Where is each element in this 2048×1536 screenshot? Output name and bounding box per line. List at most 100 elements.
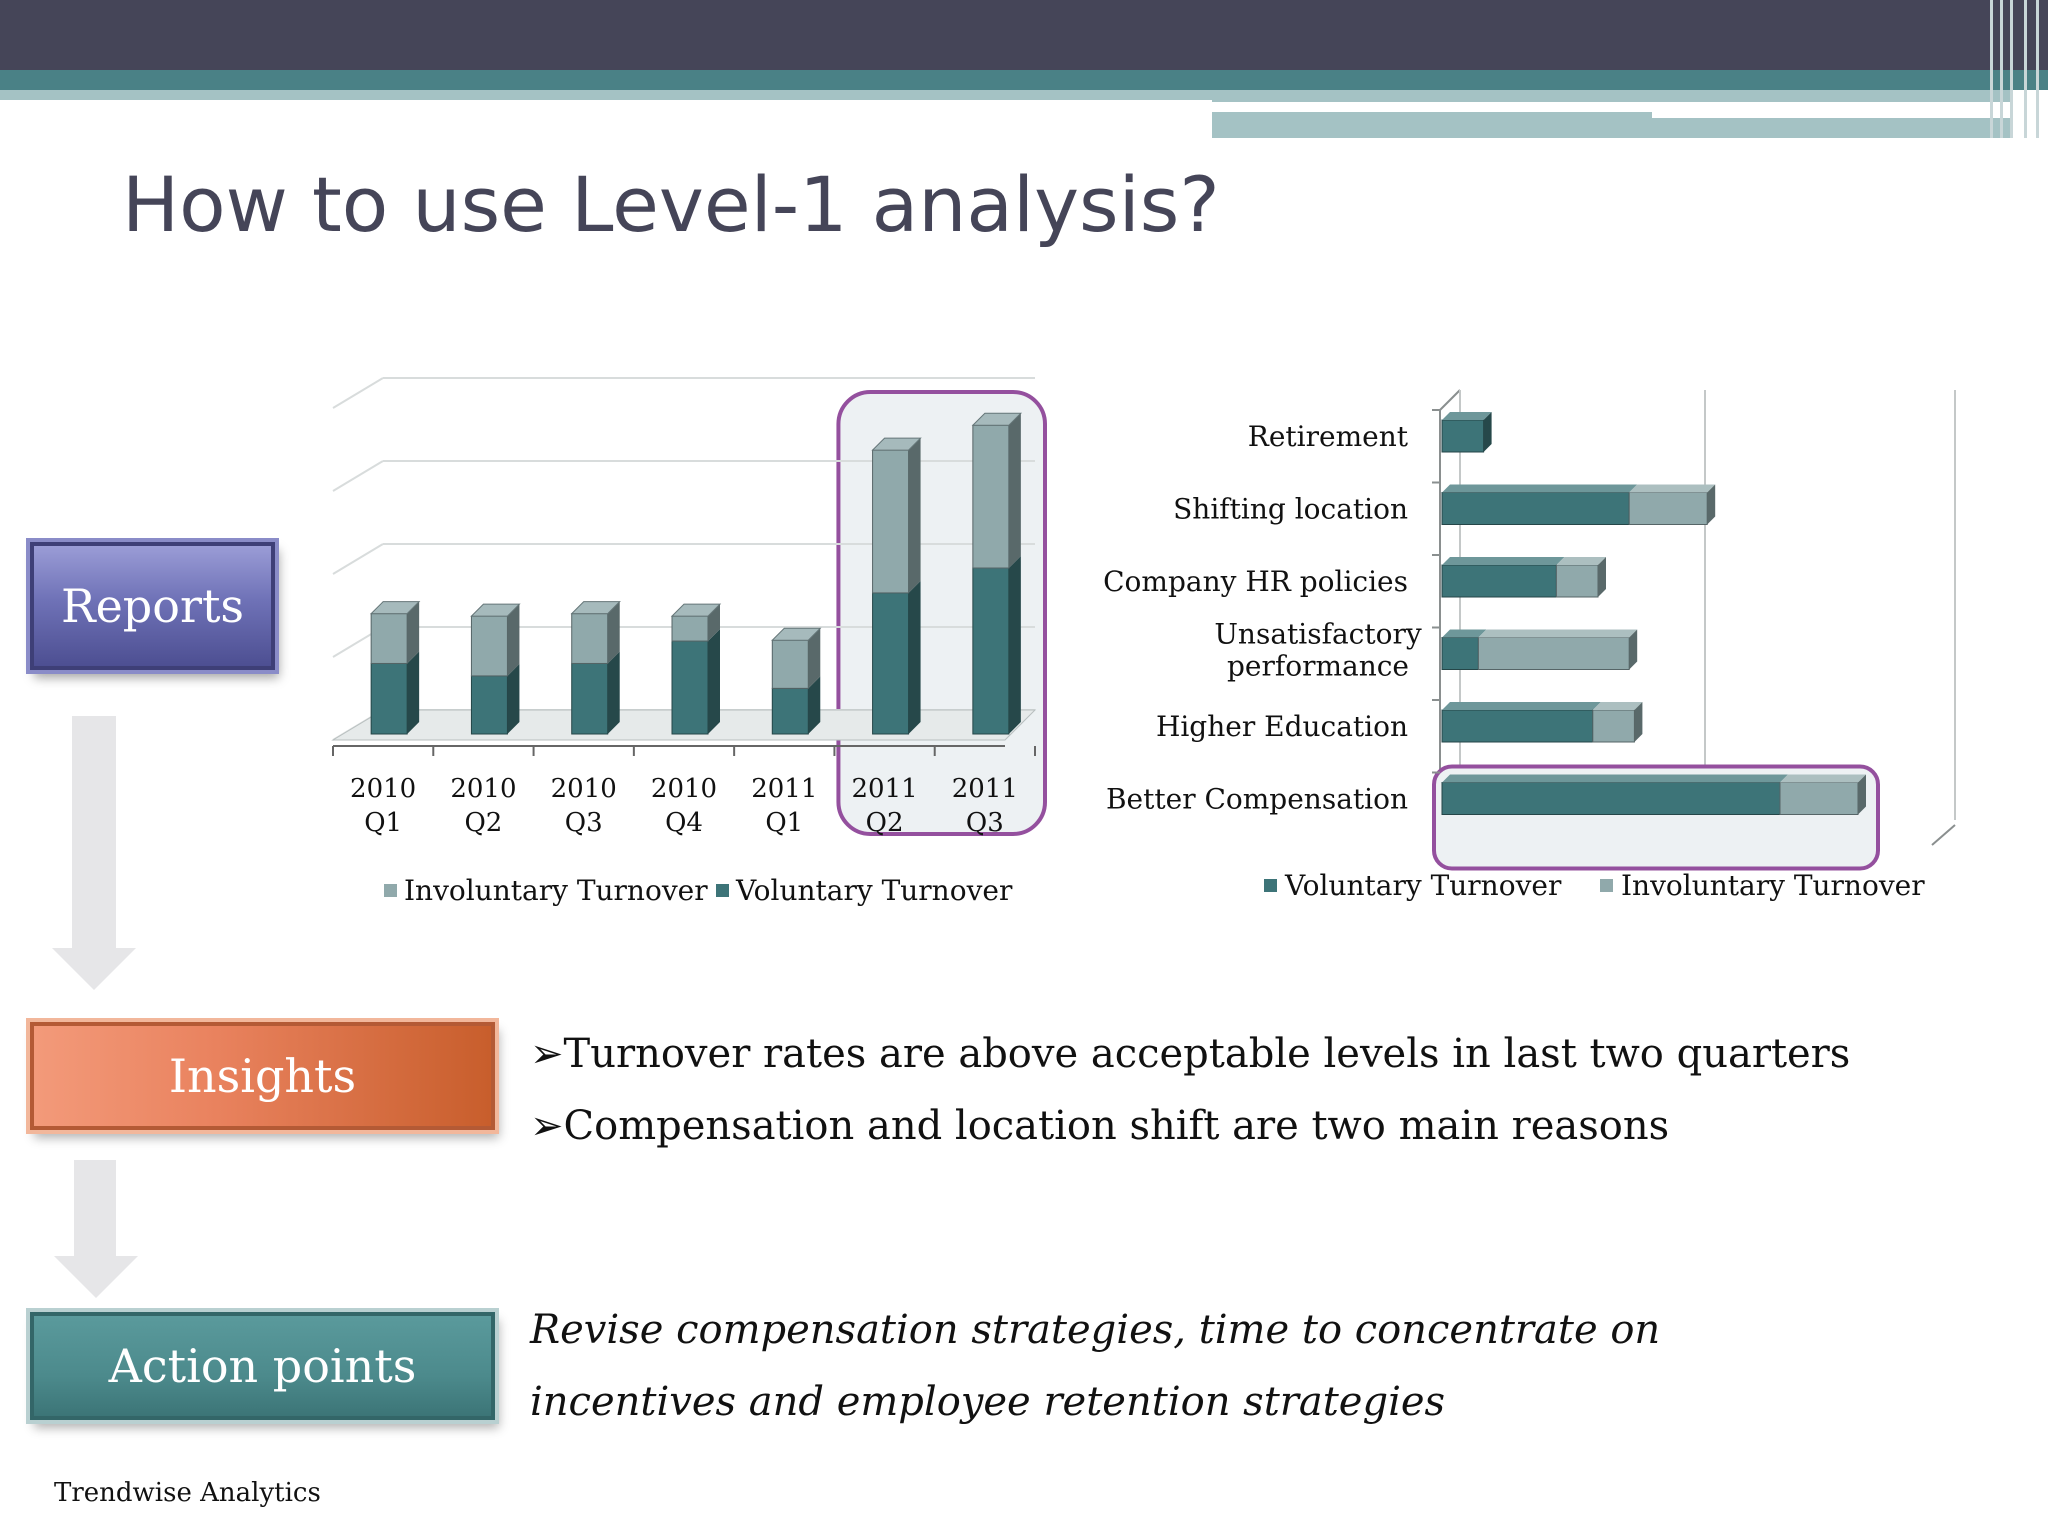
bar-top: [369, 601, 421, 615]
bar-segment-side: [708, 629, 720, 734]
slide-title: How to use Level-1 analysis?: [122, 160, 1220, 249]
x-tick-label: Q3: [966, 808, 1004, 838]
x-tick-label: Q3: [565, 808, 603, 838]
axis-depth: [1439, 389, 1461, 411]
bar-top: [470, 603, 521, 617]
bar-segment-side: [908, 580, 921, 734]
bar-segment-side: [507, 604, 520, 676]
bar-end: [1598, 557, 1606, 597]
bar-end: [1629, 629, 1638, 670]
bar-top: [971, 412, 1023, 426]
bar-segment-side: [607, 601, 620, 664]
bar-segment: [470, 675, 508, 735]
bar-segment-side: [908, 438, 921, 593]
header-stripe: [2000, 0, 2003, 138]
bar-top: [871, 437, 922, 451]
bar-segment: [872, 449, 910, 594]
bar-end: [1483, 412, 1492, 452]
insights-step-box: Insights: [30, 1022, 495, 1130]
y-tick-label: Better Compensation: [1106, 783, 1408, 816]
bar-segment: [872, 592, 910, 735]
bar-segment: [370, 613, 408, 664]
bar-segment-side: [407, 651, 420, 734]
bar-segment-top: [1442, 484, 1638, 493]
bar-segment-top: [1592, 702, 1643, 710]
bar-segment: [1441, 709, 1594, 743]
bar-segment: [1628, 492, 1708, 525]
reports-step-box: Reports: [30, 542, 275, 670]
bar-segment: [1779, 782, 1859, 815]
x-tick-label: Q2: [464, 808, 502, 838]
header-dark-bar: [0, 0, 2048, 70]
legend-label: Voluntary Turnover: [735, 874, 1013, 907]
x-tick-label: Q1: [364, 808, 402, 838]
x-tick-label: 2011: [952, 774, 1018, 804]
bar-end: [1634, 702, 1643, 742]
x-tick-label: 2010: [651, 774, 717, 804]
arrow-bullet-icon: ➢: [530, 1103, 564, 1149]
header-stripe: [1990, 0, 1993, 138]
header-stripe: [2024, 0, 2027, 138]
header-right-accent: [1212, 112, 1652, 118]
legend-swatch: [716, 884, 729, 897]
insight-bullet: ➢Turnover rates are above acceptable lev…: [530, 1018, 1850, 1090]
highlight-box-better-compensation: [1432, 764, 1880, 871]
footer-company-name: Trendwise Analytics: [54, 1478, 321, 1508]
header-right-lower-bar: [1212, 118, 2012, 138]
bar-top: [670, 603, 722, 617]
bar-segment: [1441, 564, 1557, 598]
down-arrow-icon: [52, 716, 136, 990]
bar-end: [1858, 774, 1866, 815]
x-tick-label: Q1: [765, 808, 803, 838]
y-tick-label: Unsatisfactory: [1214, 618, 1422, 651]
y-tick-label: Shifting location: [1173, 493, 1408, 526]
insight-bullet-text: Turnover rates are above acceptable leve…: [563, 1031, 1851, 1077]
y-tick-label: Higher Education: [1156, 710, 1408, 743]
bar-segment: [1441, 637, 1479, 670]
bar-segment-side: [607, 651, 620, 734]
highlight-box-recent-quarters: [836, 390, 1048, 836]
action-points-text: Revise compensation strategies, time to …: [530, 1307, 1661, 1425]
bar-segment-top: [1442, 702, 1601, 710]
x-tick-label: 2010: [450, 774, 516, 804]
bar-segment-top: [1780, 774, 1866, 783]
legend-label: Involuntary Turnover: [404, 874, 708, 907]
bar-segment-top: [1629, 484, 1716, 493]
bar-segment: [671, 640, 709, 735]
x-tick-label: 2010: [350, 774, 416, 804]
header-stripe: [2010, 0, 2013, 138]
legend-swatch: [384, 884, 397, 897]
bar-segment: [771, 687, 809, 735]
bar-end: [1707, 484, 1716, 525]
arrow-bullet-icon: ➢: [530, 1031, 564, 1077]
bar-segment: [370, 662, 408, 735]
header-light-bar: [0, 90, 1212, 100]
bar-segment-top: [1442, 629, 1487, 638]
bar-segment: [1441, 492, 1630, 525]
bar-segment: [1477, 637, 1630, 670]
header-right-bar: [1212, 90, 2012, 102]
bar-top: [771, 627, 822, 641]
bar-segment: [571, 613, 609, 664]
reasons-chart-group: Retirement Shifting location Company HR po…: [1103, 389, 1956, 902]
insight-bullet-text: Compensation and location shift are two …: [563, 1103, 1670, 1149]
bar-segment-top: [1442, 412, 1492, 420]
bar-segment: [1555, 564, 1599, 598]
bar-segment-side: [1008, 413, 1021, 568]
bar-segment-side: [1008, 556, 1021, 734]
insights-bullet-list: ➢Turnover rates are above acceptable lev…: [530, 1018, 1850, 1162]
bar-segment: [1441, 419, 1485, 453]
header-teal-bar: [0, 70, 2048, 90]
header-stripe: [2036, 0, 2039, 138]
y-tick-label: Retirement: [1248, 420, 1409, 453]
bar-segment-side: [808, 628, 821, 689]
bar-segment: [972, 567, 1010, 735]
x-tick-label: 2011: [751, 774, 817, 804]
action-points-step-box: Action points: [30, 1312, 495, 1420]
bar-segment: [972, 424, 1010, 569]
bar-segment: [1441, 782, 1781, 815]
legend-label: Voluntary Turnover: [1284, 869, 1562, 902]
bar-segment: [671, 615, 709, 642]
bar-segment: [571, 662, 609, 735]
x-tick-label: 2010: [551, 774, 617, 804]
